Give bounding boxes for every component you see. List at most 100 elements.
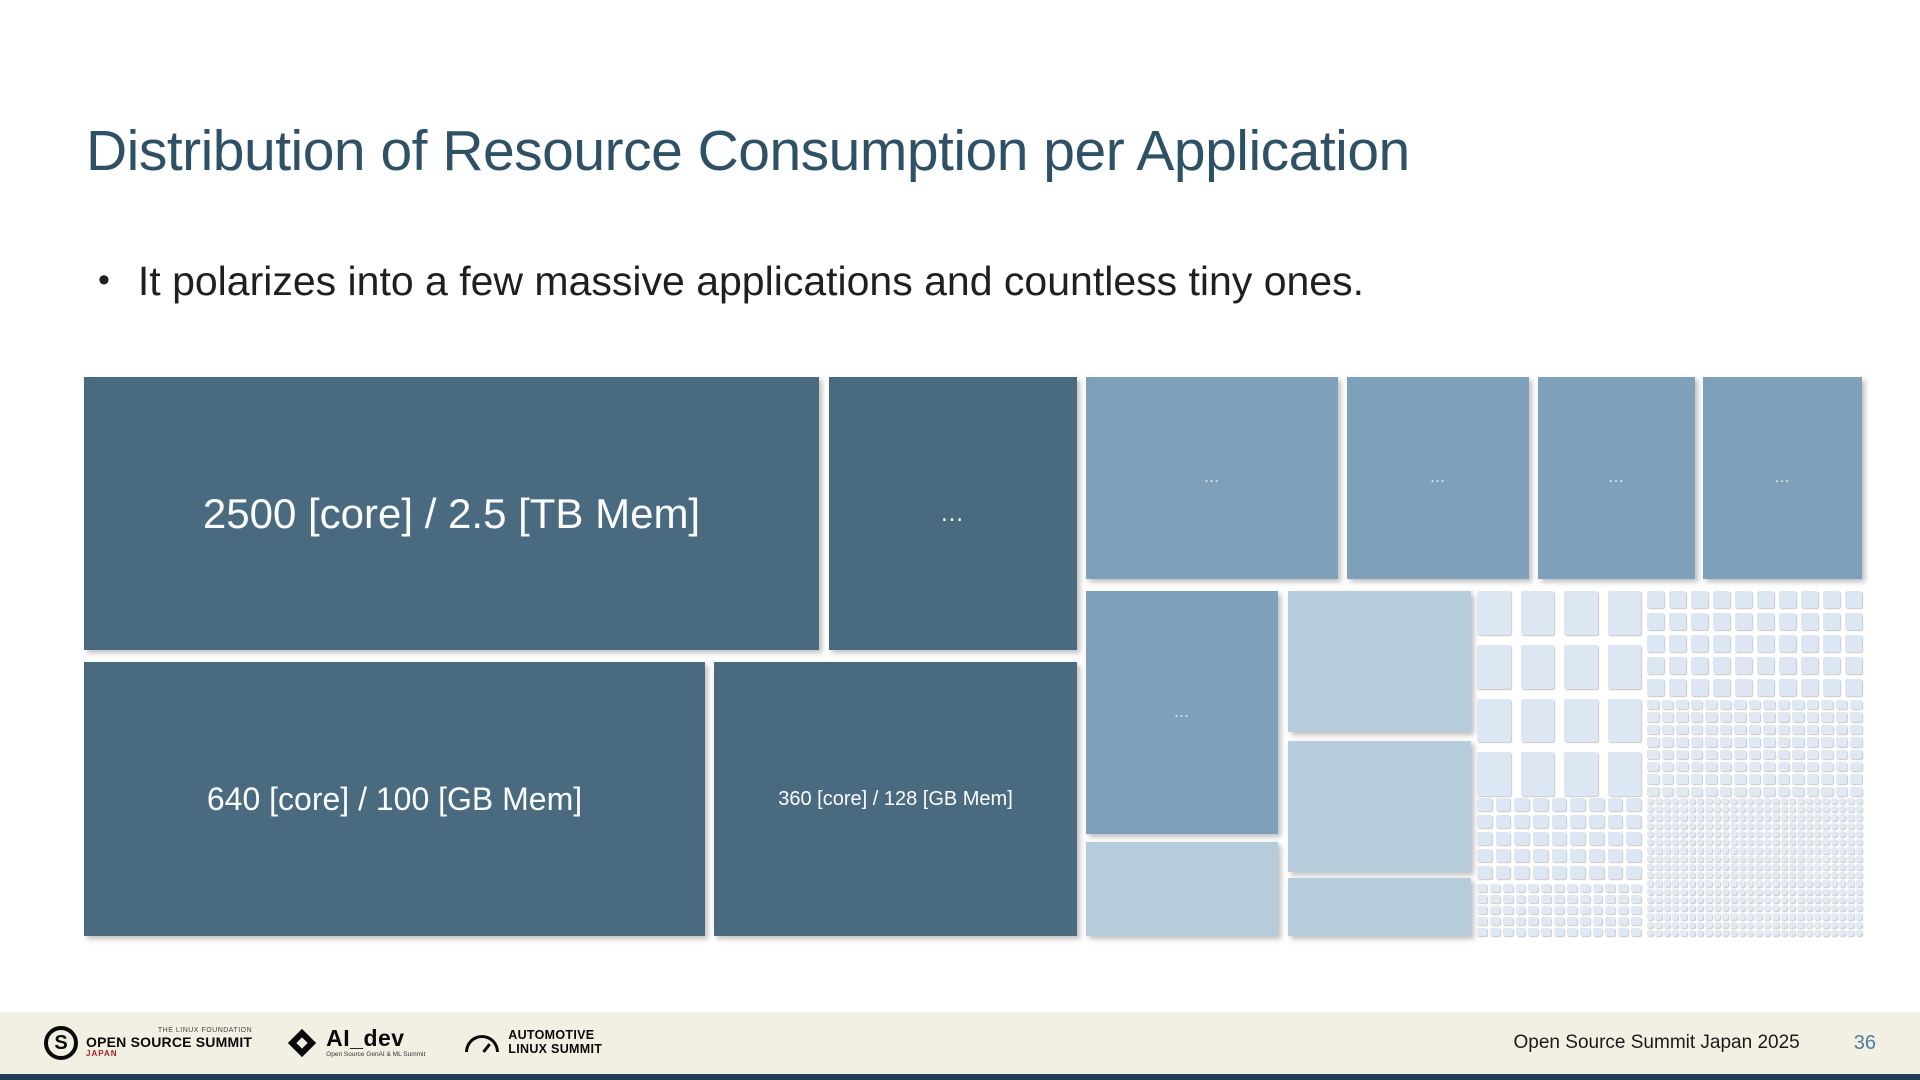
tiny-app-cell <box>1631 917 1641 925</box>
tiny-app-cell <box>1780 921 1787 928</box>
tiny-app-cell <box>1847 880 1854 887</box>
tiny-app-cell <box>1797 830 1804 838</box>
tiny-app-cell <box>1730 839 1737 846</box>
tiny-app-cell <box>1734 700 1746 710</box>
tiny-app-cell <box>1730 855 1737 862</box>
tiny-app-cell <box>1763 700 1775 710</box>
tiny-app-cell <box>1722 921 1729 928</box>
tiny-app-cell <box>1838 855 1846 862</box>
tiny-app-cell <box>1748 700 1761 710</box>
tiny-app-cell <box>1647 806 1654 813</box>
tiny-app-cell <box>1680 855 1687 862</box>
tiny-app-cell <box>1813 814 1821 821</box>
tiny-app-cell <box>1755 798 1762 805</box>
tiny-app-cell <box>1830 905 1837 912</box>
tiny-app-cell <box>1589 832 1604 845</box>
tiny-app-cell <box>1655 929 1662 936</box>
tiny-app-cell <box>1822 921 1829 928</box>
tiny-app-cell <box>1730 929 1737 936</box>
bullet-marker: • <box>98 261 110 299</box>
tiny-app-cell <box>1838 880 1846 887</box>
tiny-app-cell <box>1822 855 1829 862</box>
tiny-app-cell <box>1792 761 1804 772</box>
tiny-app-cell <box>1772 880 1779 887</box>
tiny-app-cell <box>1763 872 1771 879</box>
tiny-app-cell <box>1502 928 1513 936</box>
tiny-app-cell <box>1738 929 1746 936</box>
tiny-app-cell <box>1823 679 1840 696</box>
tiny-app-cell <box>1822 888 1829 895</box>
tiny-app-cell <box>1688 905 1696 912</box>
tiny-app-cell <box>1847 863 1854 871</box>
tiny-app-cell <box>1570 849 1585 862</box>
treemap-grid-tiny-apps-3 <box>1647 700 1862 796</box>
tiny-app-cell <box>1592 884 1603 892</box>
tiny-app-cell <box>1747 847 1754 854</box>
tiny-app-cell <box>1688 863 1696 871</box>
tiny-app-cell <box>1755 822 1762 829</box>
tiny-app-cell <box>1847 830 1854 838</box>
tiny-app-cell <box>1813 905 1821 912</box>
tiny-app-cell <box>1713 921 1721 928</box>
tiny-app-cell <box>1592 928 1603 936</box>
tiny-app-cell <box>1690 774 1703 784</box>
tiny-app-cell <box>1713 591 1730 608</box>
tiny-app-cell <box>1719 774 1732 784</box>
tiny-app-cell <box>1705 700 1717 710</box>
treemap-label-medium-5: … <box>1173 703 1191 721</box>
tiny-app-cell <box>1838 872 1846 879</box>
tiny-app-cell <box>1805 896 1812 904</box>
tiny-app-cell <box>1618 928 1629 936</box>
tiny-app-cell <box>1788 888 1796 895</box>
tiny-app-cell <box>1713 913 1721 920</box>
tiny-app-cell <box>1719 712 1732 722</box>
tiny-app-cell <box>1830 896 1837 904</box>
tiny-app-cell <box>1822 863 1829 871</box>
tiny-app-cell <box>1663 896 1671 904</box>
tiny-app-cell <box>1763 774 1775 784</box>
tiny-app-cell <box>1821 724 1833 735</box>
tiny-app-cell <box>1780 847 1787 854</box>
tiny-app-cell <box>1680 806 1687 813</box>
tiny-app-cell <box>1806 700 1819 710</box>
treemap-block-medium-2: … <box>1347 377 1529 579</box>
tiny-app-cell <box>1579 884 1590 892</box>
tiny-app-cell <box>1520 698 1554 743</box>
tiny-app-cell <box>1647 855 1654 862</box>
tiny-app-cell <box>1763 896 1771 904</box>
tiny-app-cell <box>1705 806 1712 813</box>
tiny-app-cell <box>1579 906 1590 914</box>
tiny-app-cell <box>1477 591 1511 635</box>
tiny-app-cell <box>1579 928 1590 936</box>
tiny-app-cell <box>1806 774 1819 784</box>
tiny-app-cell <box>1705 749 1717 759</box>
tiny-app-cell <box>1788 929 1796 936</box>
tiny-app-cell <box>1705 798 1712 805</box>
tiny-app-cell <box>1855 880 1862 887</box>
tiny-app-cell <box>1813 929 1821 936</box>
tiny-app-cell <box>1845 657 1862 674</box>
tiny-app-cell <box>1805 798 1812 805</box>
tiny-app-cell <box>1477 906 1487 914</box>
tiny-app-cell <box>1806 724 1819 735</box>
tiny-app-cell <box>1801 679 1818 696</box>
tiny-app-cell <box>1690 786 1703 796</box>
tiny-app-cell <box>1661 700 1674 710</box>
tiny-app-cell <box>1697 847 1704 854</box>
tiny-app-cell <box>1847 905 1854 912</box>
tiny-app-cell <box>1780 863 1787 871</box>
tiny-app-cell <box>1813 880 1821 887</box>
treemap-label-medium-2: … <box>1429 469 1447 486</box>
tiny-app-cell <box>1477 849 1492 862</box>
tiny-app-cell <box>1655 888 1662 895</box>
tiny-app-cell <box>1477 698 1511 743</box>
tiny-app-cell <box>1713 657 1730 674</box>
tiny-app-cell <box>1672 822 1679 829</box>
tiny-app-cell <box>1680 863 1687 871</box>
tiny-app-cell <box>1672 830 1679 838</box>
tiny-app-cell <box>1655 896 1662 904</box>
tiny-app-cell <box>1690 724 1703 735</box>
tiny-app-cell <box>1697 839 1704 846</box>
tiny-app-cell <box>1747 814 1754 821</box>
tiny-app-cell <box>1780 814 1787 821</box>
